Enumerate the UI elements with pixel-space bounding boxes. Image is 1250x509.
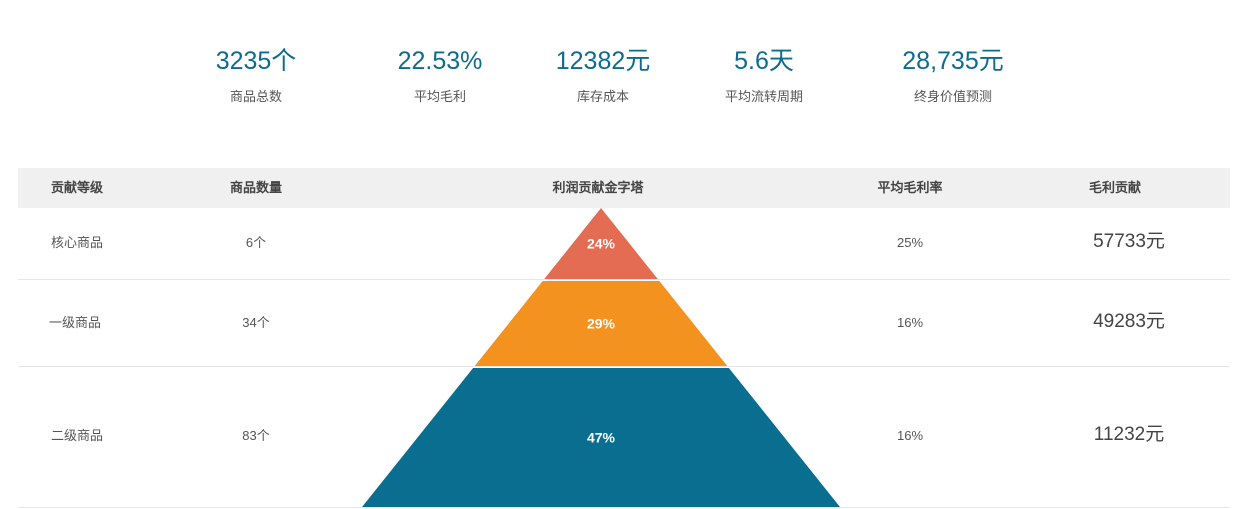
kpi-label: 终身价值预测: [913, 89, 992, 104]
kpi-value: 3235个: [215, 47, 297, 75]
header-pyramid: 利润贡献金字塔: [552, 180, 644, 195]
kpi-value: 28,735元: [902, 47, 1004, 75]
kpi-avg-turnover: 5.6天 平均流转周期: [664, 44, 864, 105]
row-margin: 16%: [896, 315, 924, 330]
row-divider: [18, 366, 1230, 367]
kpi-inventory-cost: 12382元 库存成本: [503, 44, 703, 105]
kpi-value: 22.53%: [397, 47, 483, 75]
kpi-value: 12382元: [555, 47, 651, 75]
pyramid-data-label: 24%: [587, 236, 616, 252]
row-margin: 16%: [896, 428, 924, 443]
kpi-lifetime-value: 28,735元 终身价值预测: [853, 44, 1053, 105]
kpi-label: 平均流转周期: [724, 89, 803, 104]
table-header: 贡献等级 商品数量 利润贡献金字塔 平均毛利率 毛利贡献: [18, 168, 1230, 208]
kpi-label: 库存成本: [576, 89, 629, 104]
row-level: 核心商品: [50, 235, 103, 250]
row-contribution: 57733元: [1093, 231, 1165, 252]
pyramid-segment-1: [544, 208, 658, 279]
row-level: 二级商品: [50, 428, 103, 443]
kpi-value: 5.6天: [734, 47, 794, 75]
row-count: 6个: [245, 235, 267, 250]
row-divider: [18, 507, 1230, 508]
pyramid-segment-2: [474, 281, 728, 366]
kpi-avg-margin: 22.53% 平均毛利: [340, 44, 540, 105]
row-margin: 25%: [896, 235, 924, 250]
kpi-label: 平均毛利: [413, 89, 466, 104]
pyramid-data-label: 47%: [587, 430, 616, 446]
row-contribution: 49283元: [1093, 311, 1165, 332]
kpi-total-products: 3235个 商品总数: [156, 44, 356, 105]
kpi-label: 商品总数: [229, 89, 282, 104]
header-contribution: 毛利贡献: [1088, 180, 1141, 195]
pyramid-segment-3: [362, 368, 840, 507]
row-level: 一级商品: [48, 315, 101, 330]
header-margin: 平均毛利率: [877, 180, 943, 195]
kpi-summary: 3235个 商品总数 22.53% 平均毛利 12382元 库存成本 5.6天 …: [0, 0, 1250, 130]
header-count: 商品数量: [229, 180, 282, 195]
row-count: 83个: [242, 428, 270, 443]
row-contribution: 11232元: [1093, 424, 1165, 445]
row-count: 34个: [242, 315, 270, 330]
row-divider: [18, 279, 1230, 280]
pyramid-data-label: 29%: [587, 316, 616, 332]
header-level: 贡献等级: [50, 180, 103, 195]
